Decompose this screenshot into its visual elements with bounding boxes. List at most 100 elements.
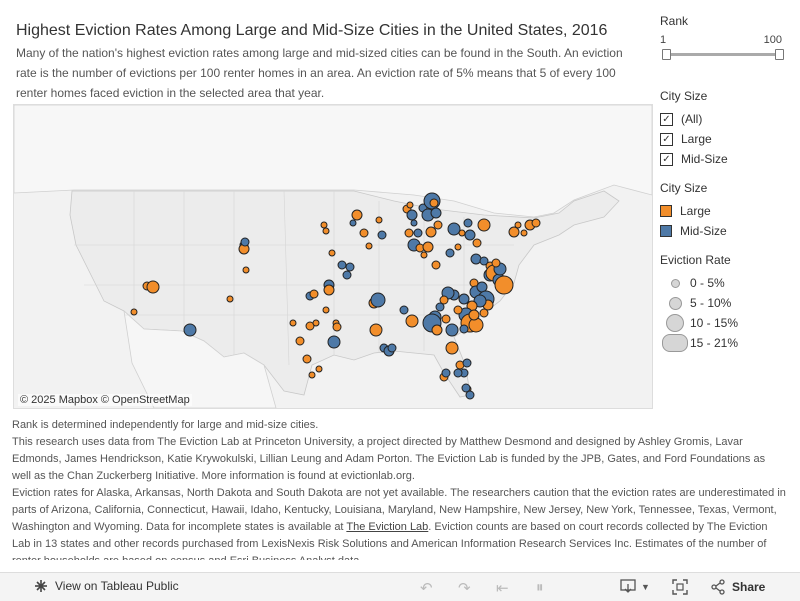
large-city-marker[interactable] — [445, 341, 459, 355]
filter-midsize-checkbox[interactable]: ✓ Mid-Size — [660, 149, 790, 169]
midsize-city-marker[interactable] — [345, 262, 355, 272]
undo-button[interactable]: ↶ — [420, 579, 433, 597]
midsize-city-marker[interactable] — [406, 209, 418, 221]
check-icon[interactable]: ✓ — [660, 112, 673, 126]
midsize-city-marker[interactable] — [327, 335, 341, 349]
city-markers[interactable] — [130, 192, 541, 400]
large-city-marker[interactable] — [351, 209, 363, 221]
midsize-city-marker[interactable] — [462, 358, 472, 368]
midsize-city-marker[interactable] — [445, 323, 459, 337]
midsize-city-marker[interactable] — [430, 207, 442, 219]
large-city-marker[interactable] — [531, 218, 541, 228]
eviction-lab-link[interactable]: The Eviction Lab — [346, 521, 429, 533]
large-city-marker[interactable] — [454, 243, 462, 251]
midsize-city-marker[interactable] — [370, 292, 386, 308]
large-city-marker[interactable] — [309, 289, 319, 299]
pause-button[interactable]: ⏸ — [536, 579, 544, 596]
large-city-marker[interactable] — [302, 354, 312, 364]
revert-button[interactable]: ⇤ — [496, 579, 509, 597]
midsize-city-marker[interactable] — [410, 219, 418, 227]
rank-slider[interactable] — [662, 49, 784, 60]
rank-slider-min-handle[interactable] — [662, 49, 671, 60]
midsize-city-marker[interactable] — [476, 281, 488, 293]
large-city-marker[interactable] — [433, 220, 443, 230]
eviction-map[interactable]: © 2025 Mapbox © OpenStreetMap — [13, 104, 653, 409]
large-city-marker[interactable] — [308, 371, 316, 379]
midsize-city-marker[interactable] — [441, 368, 451, 378]
midsize-city-marker[interactable] — [240, 237, 250, 247]
midsize-city-marker[interactable] — [465, 390, 475, 400]
redo-button[interactable]: ↷ — [458, 579, 471, 597]
large-city-marker[interactable] — [468, 309, 480, 321]
large-city-marker[interactable] — [429, 198, 439, 208]
large-city-marker[interactable] — [477, 218, 491, 232]
midsize-city-marker[interactable] — [342, 270, 352, 280]
midsize-city-marker[interactable] — [337, 260, 347, 270]
large-city-marker[interactable] — [328, 249, 336, 257]
midsize-city-marker[interactable] — [435, 302, 445, 312]
large-city-marker[interactable] — [332, 322, 342, 332]
large-city-marker[interactable] — [315, 365, 323, 373]
midsize-city-marker[interactable] — [461, 383, 471, 393]
large-city-marker[interactable] — [406, 201, 414, 209]
midsize-city-marker[interactable] — [413, 228, 423, 238]
large-city-marker[interactable] — [322, 227, 330, 235]
midsize-city-marker[interactable] — [399, 305, 409, 315]
large-city-marker[interactable] — [494, 275, 514, 295]
large-city-marker[interactable] — [322, 306, 330, 314]
filter-large-checkbox[interactable]: ✓ Large — [660, 129, 790, 149]
view-on-tableau-button[interactable]: View on Tableau Public — [34, 579, 179, 593]
large-city-marker[interactable] — [405, 314, 419, 328]
midsize-city-marker[interactable] — [458, 293, 470, 305]
large-city-marker[interactable] — [439, 295, 449, 305]
rank-slider-max-handle[interactable] — [775, 49, 784, 60]
large-city-marker[interactable] — [491, 258, 501, 268]
large-city-marker[interactable] — [375, 216, 383, 224]
filter-all-checkbox[interactable]: ✓ (All) — [660, 109, 790, 129]
large-city-marker[interactable] — [359, 228, 369, 238]
midsize-city-marker[interactable] — [464, 229, 476, 241]
large-city-marker[interactable] — [420, 251, 428, 259]
large-city-marker[interactable] — [289, 319, 297, 327]
large-city-marker[interactable] — [422, 241, 434, 253]
large-city-marker[interactable] — [458, 229, 466, 237]
midsize-city-marker[interactable] — [470, 253, 482, 265]
large-city-marker[interactable] — [305, 321, 315, 331]
large-city-marker[interactable] — [508, 226, 520, 238]
large-city-marker[interactable] — [295, 336, 305, 346]
midsize-city-marker[interactable] — [387, 343, 397, 353]
midsize-city-marker[interactable] — [445, 248, 455, 258]
fullscreen-button[interactable] — [672, 579, 688, 595]
map-canvas[interactable] — [14, 105, 652, 408]
large-city-marker[interactable] — [425, 226, 437, 238]
large-city-marker[interactable] — [312, 319, 320, 327]
large-city-marker[interactable] — [365, 242, 373, 250]
download-button[interactable]: ▼ — [620, 579, 650, 595]
check-icon[interactable]: ✓ — [660, 152, 673, 166]
midsize-city-marker[interactable] — [459, 324, 469, 334]
large-city-marker[interactable] — [453, 305, 463, 315]
large-city-marker[interactable] — [514, 221, 522, 229]
midsize-city-marker[interactable] — [183, 323, 197, 337]
large-city-marker[interactable] — [369, 323, 383, 337]
large-city-marker[interactable] — [146, 280, 160, 294]
legend-large[interactable]: Large — [660, 201, 790, 221]
large-city-marker[interactable] — [404, 228, 414, 238]
large-city-marker[interactable] — [130, 308, 138, 316]
large-city-marker[interactable] — [441, 314, 451, 324]
large-city-marker[interactable] — [242, 266, 250, 274]
rate-legend-item[interactable]: 5 - 10% — [660, 293, 790, 313]
midsize-city-marker[interactable] — [453, 368, 463, 378]
midsize-city-marker[interactable] — [377, 230, 387, 240]
large-city-marker[interactable] — [431, 260, 441, 270]
large-city-marker[interactable] — [431, 324, 443, 336]
check-icon[interactable]: ✓ — [660, 132, 673, 146]
rate-legend-item[interactable]: 15 - 21% — [660, 333, 790, 353]
midsize-city-marker[interactable] — [447, 222, 461, 236]
large-city-marker[interactable] — [320, 221, 328, 229]
large-city-marker[interactable] — [226, 295, 234, 303]
large-city-marker[interactable] — [472, 238, 482, 248]
rate-legend-item[interactable]: 0 - 5% — [660, 273, 790, 293]
midsize-city-marker[interactable] — [463, 218, 473, 228]
midsize-city-marker[interactable] — [349, 219, 357, 227]
